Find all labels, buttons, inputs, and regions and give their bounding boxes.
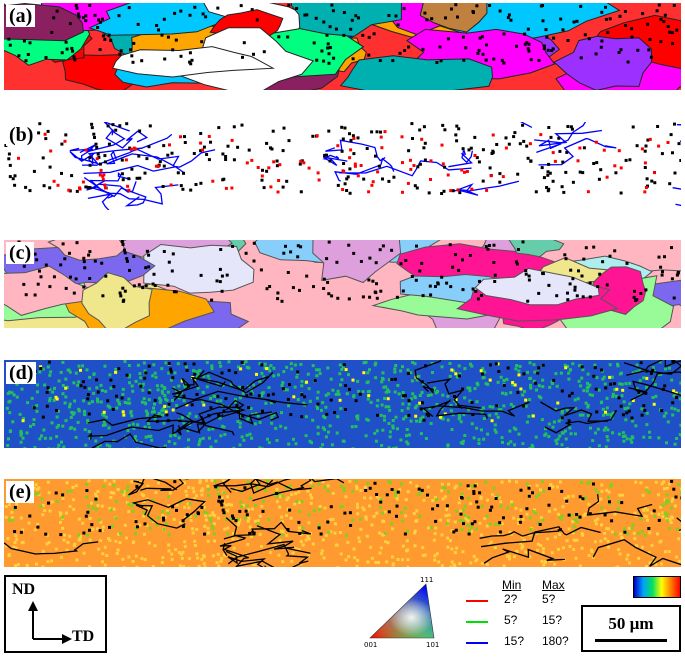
ipf-triangle-icon [369,583,435,639]
panel-label: (e) [6,481,35,503]
boundary-map-image [4,122,681,210]
legend-min: 2? [504,592,518,606]
ipf-001-label: 001 [364,641,378,649]
panel-label: (c) [6,242,35,264]
boundary-map-panel-b: (b) [4,122,681,210]
legend-max: 5? [542,592,556,606]
boundary-angle-legend: Min Max 2? 5? 5? 15? 15? 180? [466,578,586,652]
ipf-map-image [4,3,681,90]
kam-map-panel-d: (d) [4,360,681,448]
panel-label: (a) [6,5,36,27]
strain-map-image [4,479,681,567]
kam-map-image [4,360,681,448]
grain-map-panel-c: (c) [4,240,681,328]
panel-label: (b) [6,124,37,146]
nd-label: ND [12,581,36,598]
axes-orientation-box: ND TD [4,575,107,653]
td-label: TD [72,628,95,645]
legend-max: 15? [542,613,563,627]
grain-map-image [4,240,681,328]
legend-line-green [466,621,488,623]
legend-max: 180? [542,634,569,648]
panel-label: (d) [6,362,37,384]
max-header: Max [542,578,565,592]
strain-map-panel-e: (e) [4,479,681,567]
ipf-111-label: 111 [420,576,434,584]
legend-line-blue [466,642,488,644]
min-header: Min [502,578,522,592]
scale-bar-line [595,639,667,642]
kam-colorbar [633,576,681,598]
ipf-101-label: 101 [426,641,440,649]
legend-min: 5? [504,613,518,627]
legend-min: 15? [504,634,525,648]
scale-bar-label: 50 µm [608,614,654,633]
axes-arrows-icon [28,601,72,644]
legend-line-red [466,600,488,602]
scale-bar-box: 50 µm [581,605,681,652]
ipf-color-key: 111 001 101 [364,576,444,652]
ipf-map-panel-a: (a) [4,3,681,90]
